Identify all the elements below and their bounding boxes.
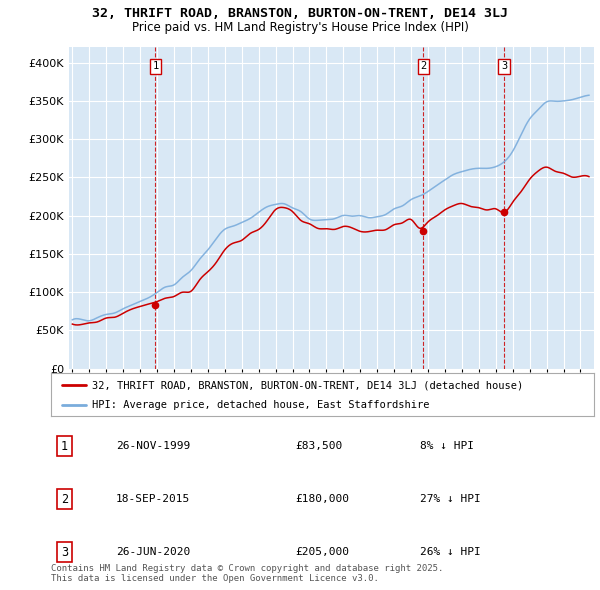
Text: 8% ↓ HPI: 8% ↓ HPI xyxy=(420,441,474,451)
Text: 27% ↓ HPI: 27% ↓ HPI xyxy=(420,494,481,504)
Text: 26-NOV-1999: 26-NOV-1999 xyxy=(116,441,190,451)
Text: HPI: Average price, detached house, East Staffordshire: HPI: Average price, detached house, East… xyxy=(92,401,429,410)
Text: 2: 2 xyxy=(61,493,68,506)
Text: £205,000: £205,000 xyxy=(295,548,349,557)
Text: Contains HM Land Registry data © Crown copyright and database right 2025.
This d: Contains HM Land Registry data © Crown c… xyxy=(51,563,443,583)
Text: Price paid vs. HM Land Registry's House Price Index (HPI): Price paid vs. HM Land Registry's House … xyxy=(131,21,469,34)
Text: £180,000: £180,000 xyxy=(295,494,349,504)
Text: 1: 1 xyxy=(61,440,68,453)
Text: £83,500: £83,500 xyxy=(295,441,343,451)
Text: 26% ↓ HPI: 26% ↓ HPI xyxy=(420,548,481,557)
Text: 1: 1 xyxy=(152,61,158,71)
Text: 2: 2 xyxy=(420,61,427,71)
Text: 3: 3 xyxy=(61,546,68,559)
Text: 18-SEP-2015: 18-SEP-2015 xyxy=(116,494,190,504)
Text: 3: 3 xyxy=(501,61,507,71)
Text: 26-JUN-2020: 26-JUN-2020 xyxy=(116,548,190,557)
Text: 32, THRIFT ROAD, BRANSTON, BURTON-ON-TRENT, DE14 3LJ (detached house): 32, THRIFT ROAD, BRANSTON, BURTON-ON-TRE… xyxy=(92,381,523,391)
Text: 32, THRIFT ROAD, BRANSTON, BURTON-ON-TRENT, DE14 3LJ: 32, THRIFT ROAD, BRANSTON, BURTON-ON-TRE… xyxy=(92,7,508,20)
